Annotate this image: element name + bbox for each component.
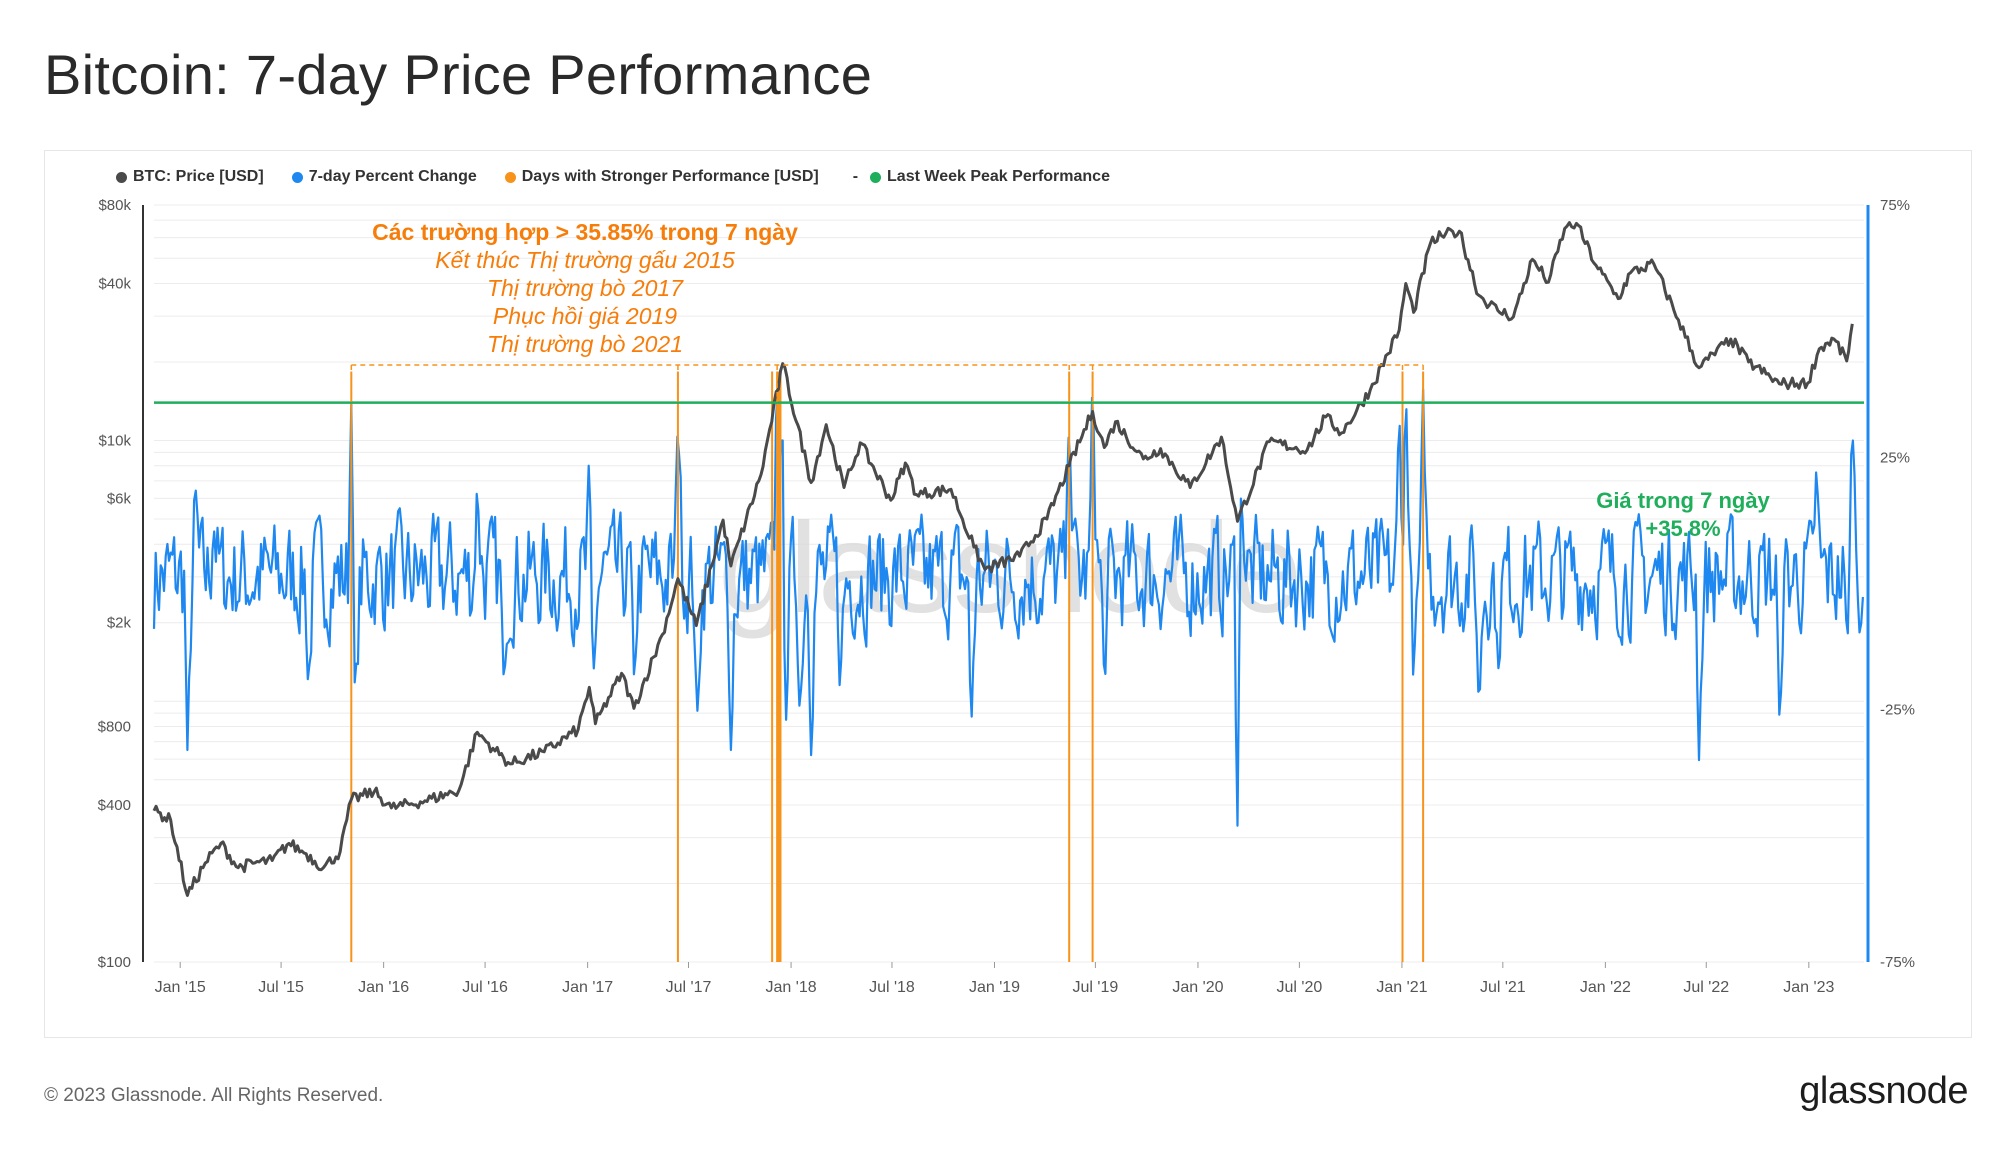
x-tick-label: Jul '22 — [1683, 979, 1729, 996]
legend-label: Days with Stronger Performance [USD] — [521, 168, 819, 185]
annotation-line: Kết thúc Thị trường gấu 2015 — [435, 247, 735, 273]
y-right-tick-label: 75% — [1880, 197, 1910, 214]
y-left-tick-label: $800 — [98, 719, 131, 736]
y-right-tick-label: -25% — [1880, 702, 1915, 719]
legend-item-peak[interactable]: - Last Week Peak Performance — [847, 168, 1110, 186]
x-tick-label: Jul '19 — [1073, 979, 1119, 996]
y-right-tick-label: -75% — [1880, 954, 1915, 971]
x-tick-label: Jul '17 — [666, 979, 712, 996]
x-tick-label: Jan '18 — [766, 979, 817, 996]
x-tick-label: Jan '16 — [358, 979, 409, 996]
annotation-headline: Các trường hợp > 35.85% trong 7 ngày — [372, 219, 798, 245]
page-title: Bitcoin: 7-day Price Performance — [44, 43, 873, 106]
legend-dot-pct — [291, 171, 303, 183]
x-tick-label: Jan '15 — [155, 979, 206, 996]
legend-label: 7-day Percent Change — [308, 168, 477, 185]
y-left-tick-label: $40k — [98, 275, 131, 292]
y-left-tick-label: $100 — [98, 954, 131, 971]
x-tick-label: Jan '23 — [1783, 979, 1834, 996]
x-tick-label: Jan '17 — [562, 979, 613, 996]
glassnode-logo: glassnode — [1799, 1070, 1968, 1112]
y-right-tick-label: 25% — [1880, 449, 1910, 466]
x-tick-label: Jul '18 — [869, 979, 915, 996]
chart-panel — [44, 150, 1972, 1038]
legend-label: BTC: Price [USD] — [133, 168, 264, 185]
footer-copyright: © 2023 Glassnode. All Rights Reserved. — [44, 1085, 384, 1106]
annotation-line: Phục hồi giá 2019 — [493, 303, 677, 329]
y-left-tick-label: $2k — [107, 615, 132, 632]
legend-dot-stronger — [504, 171, 516, 183]
legend-item-price[interactable]: BTC: Price [USD] — [116, 168, 264, 186]
y-left-tick-label: $10k — [98, 432, 131, 449]
legend-dot-price — [116, 171, 127, 183]
legend-item-stronger[interactable]: Days with Stronger Performance [USD] — [504, 168, 819, 186]
btc-price-line — [152, 221, 1854, 897]
y-left-tick-label: $400 — [98, 797, 131, 814]
x-tick-label: Jul '16 — [462, 979, 508, 996]
annotation-line: Thị trường bò 2021 — [487, 331, 683, 357]
peak-label-line1: Giá trong 7 ngày — [1596, 488, 1770, 513]
legend: BTC: Price [USD] 7-day Percent Change Da… — [116, 168, 1110, 186]
x-tick-label: Jan '20 — [1172, 979, 1223, 996]
annotation-line: Thị trường bò 2017 — [487, 275, 684, 301]
x-tick-label: Jul '15 — [258, 979, 304, 996]
legend-label: Last Week Peak Performance — [887, 168, 1110, 185]
x-tick-label: Jul '20 — [1277, 979, 1323, 996]
peak-label-line2: +35.8% — [1645, 516, 1720, 541]
x-tick-label: Jan '21 — [1376, 979, 1427, 996]
x-tick-label: Jan '19 — [969, 979, 1020, 996]
x-tick-label: Jul '21 — [1480, 979, 1526, 996]
legend-dot-peak — [870, 171, 882, 183]
legend-item-pct[interactable]: 7-day Percent Change — [291, 168, 477, 186]
legend-dash: - — [852, 168, 859, 185]
x-tick-label: Jan '22 — [1580, 979, 1631, 996]
y-left-tick-label: $6k — [107, 490, 132, 507]
pct-change-line — [152, 388, 1864, 827]
y-left-tick-label: $80k — [98, 197, 131, 214]
